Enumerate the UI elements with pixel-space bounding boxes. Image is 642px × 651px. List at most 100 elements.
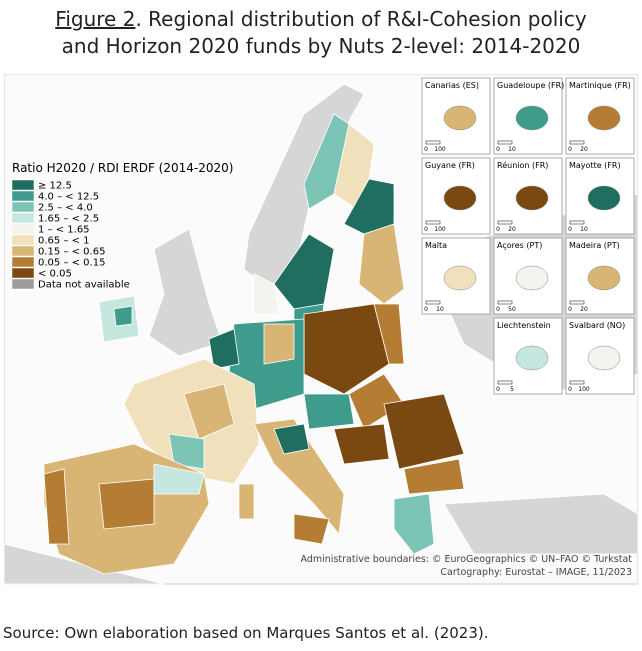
inset-region <box>443 265 477 291</box>
scale-label: 100 <box>434 146 446 153</box>
legend-label: 4.0 – < 12.5 <box>38 192 99 203</box>
region <box>273 423 310 455</box>
region <box>113 305 133 327</box>
legend-swatch <box>11 190 35 202</box>
legend-swatch <box>11 212 35 224</box>
scale-label: 10 <box>508 146 516 153</box>
legend-swatch <box>11 179 35 191</box>
scale-label: 100 <box>578 386 590 393</box>
credit: Cartography: Eurostat – IMAGE, 11/2023 <box>440 567 632 578</box>
scale-label: 0 <box>424 306 428 313</box>
inset-label: Guadeloupe (FR) <box>497 81 564 90</box>
scale-bar <box>425 300 441 305</box>
region <box>98 478 155 530</box>
inset-label: Malta <box>425 241 447 250</box>
scale-bar <box>497 140 513 145</box>
romania <box>383 393 465 470</box>
scale-bar <box>497 380 513 385</box>
source: Source: Own elaboration based on Marques… <box>3 624 489 642</box>
uk <box>148 228 223 357</box>
inset-label: Guyane (FR) <box>425 161 475 170</box>
scale-label: 20 <box>508 226 516 233</box>
legend-label: 0.65 – < 1 <box>38 236 90 247</box>
scale-bar <box>425 220 441 225</box>
inset-label: Réunion (FR) <box>497 160 548 170</box>
scale-bar <box>569 300 585 305</box>
scale-label: 10 <box>436 306 444 313</box>
region <box>168 433 205 470</box>
legend-swatch <box>11 245 35 257</box>
scale-label: 0 <box>496 386 500 393</box>
legend-swatch <box>11 278 35 290</box>
region <box>373 303 405 365</box>
legend-label: 1.65 – < 2.5 <box>38 214 99 225</box>
scale-bar <box>497 220 513 225</box>
inset-region <box>587 265 621 291</box>
scale-label: 0 <box>568 386 572 393</box>
legend-swatch <box>11 267 35 279</box>
benelux <box>208 328 240 370</box>
scale-label: 0 <box>496 306 500 313</box>
legend: Ratio H2020 / RDI ERDF (2014-2020) ≥ 12.… <box>11 161 233 291</box>
greece <box>393 493 435 555</box>
figure-title: Figure 2. Regional distribution of R&I-C… <box>0 6 642 60</box>
inset-region <box>443 105 477 131</box>
legend-label: 2.5 – < 4.0 <box>38 203 93 214</box>
inset-label: Mayotte (FR) <box>569 161 621 170</box>
legend-label: ≥ 12.5 <box>38 181 72 192</box>
inset-region <box>515 185 549 211</box>
inset-region <box>587 105 621 131</box>
legend-title: Ratio H2020 / RDI ERDF (2014-2020) <box>12 161 233 175</box>
inset-region <box>515 105 549 131</box>
scale-bar <box>425 140 441 145</box>
legend-swatch <box>11 234 35 246</box>
scale-bar <box>497 300 513 305</box>
inset-region <box>515 345 549 371</box>
region <box>183 383 235 440</box>
legend-label: 0.15 – < 0.65 <box>38 247 105 258</box>
sardinia <box>238 483 255 520</box>
scale-label: 0 <box>424 226 428 233</box>
scale-label: 5 <box>510 386 514 393</box>
credit: Administrative boundaries: © EuroGeograp… <box>301 554 633 565</box>
region <box>358 223 405 305</box>
scale-label: 10 <box>580 226 588 233</box>
title-text: . Regional distribution of R&I-Cohesion … <box>61 7 587 58</box>
scale-bar <box>569 140 585 145</box>
scale-label: 0 <box>568 306 572 313</box>
inset-label: Martinique (FR) <box>569 81 631 90</box>
scale-label: 0 <box>496 226 500 233</box>
scale-label: 20 <box>580 306 588 313</box>
inset-label: Svalbard (NO) <box>569 321 625 330</box>
inset-region <box>587 345 621 371</box>
czechia <box>303 393 355 430</box>
portugal <box>43 468 70 545</box>
scale-label: 0 <box>496 146 500 153</box>
region <box>253 273 280 315</box>
inset-label: Liechtenstein <box>497 321 551 330</box>
legend-label: Data not available <box>38 280 130 291</box>
inset-region <box>443 185 477 211</box>
legend-label: < 0.05 <box>38 269 72 280</box>
legend-label: 0.05 – < 0.15 <box>38 258 105 269</box>
inset-region <box>515 265 549 291</box>
figure-link[interactable]: Figure 2 <box>55 7 136 31</box>
legend-swatch <box>11 201 35 213</box>
scale-bar <box>569 380 585 385</box>
inset-label: Madeira (PT) <box>569 241 620 250</box>
legend-swatch <box>11 256 35 268</box>
bulgaria <box>403 458 465 495</box>
region <box>153 463 205 495</box>
region <box>273 233 335 310</box>
scale-label: 100 <box>434 226 446 233</box>
hungary <box>333 423 390 465</box>
map: Ratio H2020 / RDI ERDF (2014-2020) ≥ 12.… <box>4 74 638 585</box>
legend-label: 1 – < 1.65 <box>38 225 90 236</box>
scale-label: 20 <box>580 146 588 153</box>
scale-bar <box>569 220 585 225</box>
turkey <box>443 493 638 555</box>
inset-label: Canarias (ES) <box>425 81 479 90</box>
scale-label: 0 <box>568 226 572 233</box>
region <box>343 178 395 235</box>
